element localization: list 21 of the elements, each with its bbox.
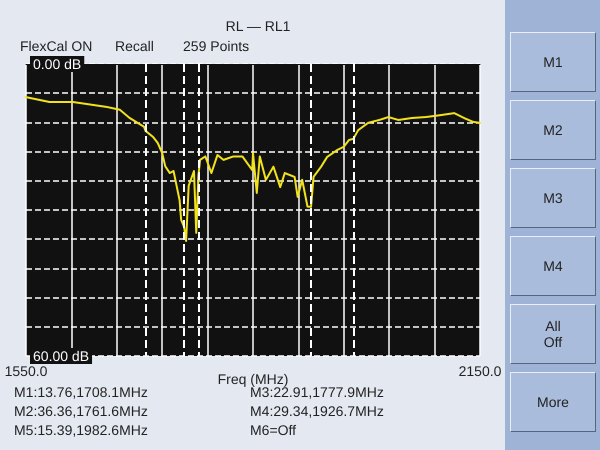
menu-button: All Off — [510, 304, 596, 364]
line-series — [25, 96, 481, 242]
text: M1:13.76,1708.1MHz — [14, 384, 148, 400]
text: 259 Points — [183, 38, 250, 54]
menu-button: M1 — [510, 32, 596, 92]
menu-button: More — [510, 372, 596, 432]
y-tick-label: 0.00 dB — [33, 56, 82, 72]
x-tick-label: 2150.0 — [458, 363, 502, 379]
text: M4:29.34,1926.7MHz — [250, 403, 384, 419]
text: M2:36.36,1761.6MHz — [14, 403, 148, 419]
chart-title: RL — RL1 — [226, 18, 291, 34]
menu-button: M4 — [510, 236, 596, 296]
x-tick-label: 1550.0 — [4, 363, 48, 379]
text: Recall — [115, 38, 154, 54]
text: FlexCal ON — [20, 38, 92, 54]
menu-button: M3 — [510, 168, 596, 228]
menu-button: M2 — [510, 100, 596, 160]
x-axis-title: Freq (MHz) — [218, 371, 288, 387]
text: M5:15.39,1982.6MHz — [14, 422, 148, 438]
y-tick-label: 60.00 dB — [33, 348, 90, 364]
text: M6=Off — [250, 422, 296, 438]
